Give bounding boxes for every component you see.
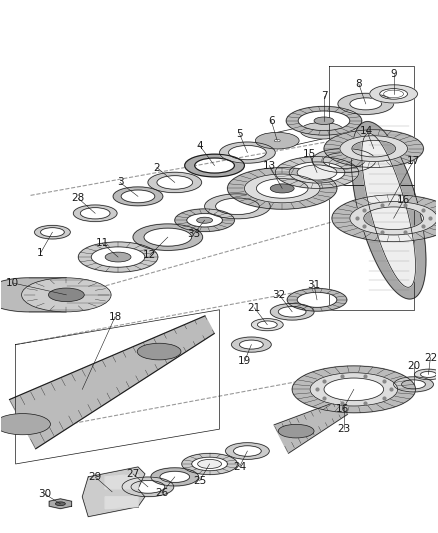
Polygon shape [292, 366, 416, 413]
Polygon shape [10, 316, 214, 449]
Polygon shape [350, 201, 438, 235]
Ellipse shape [255, 132, 299, 149]
Polygon shape [113, 187, 163, 206]
Polygon shape [175, 209, 234, 231]
Ellipse shape [105, 252, 131, 262]
Polygon shape [351, 122, 426, 299]
Polygon shape [133, 224, 203, 251]
Text: 14: 14 [360, 126, 373, 136]
Text: 18: 18 [109, 312, 122, 322]
Polygon shape [274, 400, 347, 453]
Text: 5: 5 [236, 128, 243, 139]
Polygon shape [310, 373, 398, 406]
Ellipse shape [49, 288, 84, 302]
Polygon shape [312, 149, 376, 173]
Text: 9: 9 [390, 69, 397, 79]
Text: 32: 32 [272, 290, 286, 300]
Ellipse shape [137, 343, 181, 360]
Polygon shape [122, 477, 174, 497]
Polygon shape [286, 107, 362, 135]
Text: 19: 19 [238, 357, 251, 367]
Ellipse shape [297, 165, 337, 180]
Text: 29: 29 [88, 472, 102, 482]
Text: 16: 16 [397, 196, 410, 205]
Ellipse shape [300, 123, 344, 139]
Text: 31: 31 [307, 280, 321, 290]
Text: 13: 13 [263, 160, 276, 171]
Text: 20: 20 [407, 361, 420, 372]
Text: 21: 21 [248, 303, 261, 313]
Polygon shape [0, 278, 66, 312]
Text: 17: 17 [407, 156, 420, 166]
Polygon shape [73, 205, 117, 222]
Text: 8: 8 [356, 79, 362, 89]
Polygon shape [78, 242, 158, 272]
Ellipse shape [270, 184, 294, 193]
Polygon shape [105, 497, 138, 508]
Polygon shape [270, 303, 314, 320]
Text: 11: 11 [95, 238, 109, 248]
Polygon shape [251, 319, 283, 331]
Text: 27: 27 [127, 469, 140, 479]
Polygon shape [105, 474, 138, 489]
Polygon shape [231, 337, 271, 352]
Text: 30: 30 [38, 489, 51, 499]
Polygon shape [244, 174, 320, 203]
Text: 1: 1 [37, 248, 44, 258]
Polygon shape [219, 142, 275, 163]
Text: 22: 22 [424, 352, 437, 362]
Text: 3: 3 [117, 177, 124, 188]
Polygon shape [82, 467, 145, 516]
Text: 2: 2 [154, 163, 160, 173]
Text: 28: 28 [72, 193, 85, 204]
Polygon shape [227, 167, 337, 209]
Text: 16: 16 [336, 404, 350, 414]
Polygon shape [340, 136, 407, 161]
Text: 15: 15 [303, 149, 316, 159]
Text: 7: 7 [321, 91, 327, 101]
Polygon shape [370, 85, 417, 103]
Ellipse shape [21, 278, 111, 312]
Text: 26: 26 [155, 488, 169, 498]
Ellipse shape [278, 424, 314, 438]
Polygon shape [287, 288, 347, 311]
Ellipse shape [55, 502, 65, 506]
Ellipse shape [197, 217, 212, 223]
Polygon shape [324, 130, 424, 167]
Text: 6: 6 [268, 116, 275, 126]
Ellipse shape [198, 459, 222, 469]
Text: 33: 33 [187, 229, 200, 239]
Text: 23: 23 [337, 424, 350, 434]
Ellipse shape [0, 414, 50, 435]
Polygon shape [182, 454, 237, 474]
Polygon shape [35, 225, 71, 239]
Polygon shape [151, 468, 199, 486]
Polygon shape [185, 154, 244, 177]
Polygon shape [332, 195, 438, 241]
Polygon shape [205, 194, 270, 219]
Polygon shape [49, 499, 71, 508]
Ellipse shape [274, 140, 280, 142]
Polygon shape [362, 133, 416, 287]
Polygon shape [148, 172, 201, 192]
Polygon shape [414, 369, 438, 379]
Text: 24: 24 [233, 462, 246, 472]
Polygon shape [226, 443, 269, 459]
Text: 4: 4 [196, 141, 203, 151]
Polygon shape [394, 377, 434, 392]
Text: 12: 12 [143, 250, 156, 260]
Polygon shape [275, 157, 359, 188]
Text: 10: 10 [6, 278, 19, 288]
Text: 25: 25 [193, 476, 206, 486]
Ellipse shape [384, 90, 403, 98]
Polygon shape [338, 93, 394, 115]
Ellipse shape [314, 117, 334, 125]
